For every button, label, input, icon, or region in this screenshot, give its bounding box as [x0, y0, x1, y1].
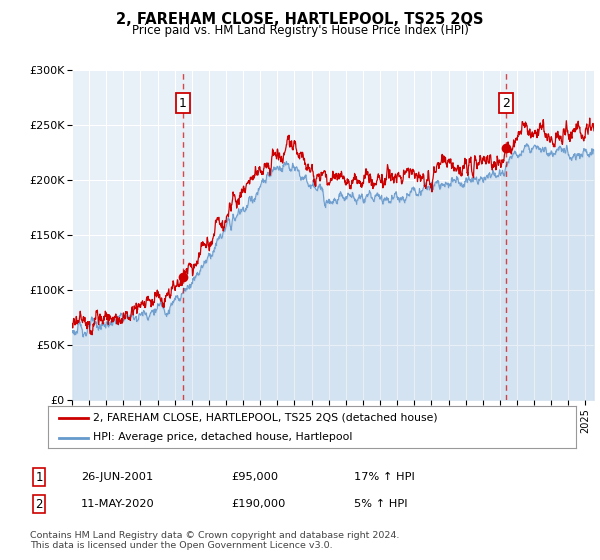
Text: HPI: Average price, detached house, Hartlepool: HPI: Average price, detached house, Hart…	[93, 432, 352, 442]
Text: 1: 1	[179, 96, 187, 110]
Text: 2, FAREHAM CLOSE, HARTLEPOOL, TS25 2QS (detached house): 2, FAREHAM CLOSE, HARTLEPOOL, TS25 2QS (…	[93, 413, 437, 423]
Text: 2: 2	[502, 96, 510, 110]
Text: Contains HM Land Registry data © Crown copyright and database right 2024.
This d: Contains HM Land Registry data © Crown c…	[30, 531, 400, 550]
Text: 2: 2	[35, 497, 43, 511]
Text: £95,000: £95,000	[231, 472, 278, 482]
Text: 11-MAY-2020: 11-MAY-2020	[81, 499, 155, 509]
Text: Price paid vs. HM Land Registry's House Price Index (HPI): Price paid vs. HM Land Registry's House …	[131, 24, 469, 36]
Text: 5% ↑ HPI: 5% ↑ HPI	[354, 499, 407, 509]
Text: £190,000: £190,000	[231, 499, 286, 509]
Text: 26-JUN-2001: 26-JUN-2001	[81, 472, 153, 482]
Text: 1: 1	[35, 470, 43, 484]
Text: 2, FAREHAM CLOSE, HARTLEPOOL, TS25 2QS: 2, FAREHAM CLOSE, HARTLEPOOL, TS25 2QS	[116, 12, 484, 27]
Text: 17% ↑ HPI: 17% ↑ HPI	[354, 472, 415, 482]
